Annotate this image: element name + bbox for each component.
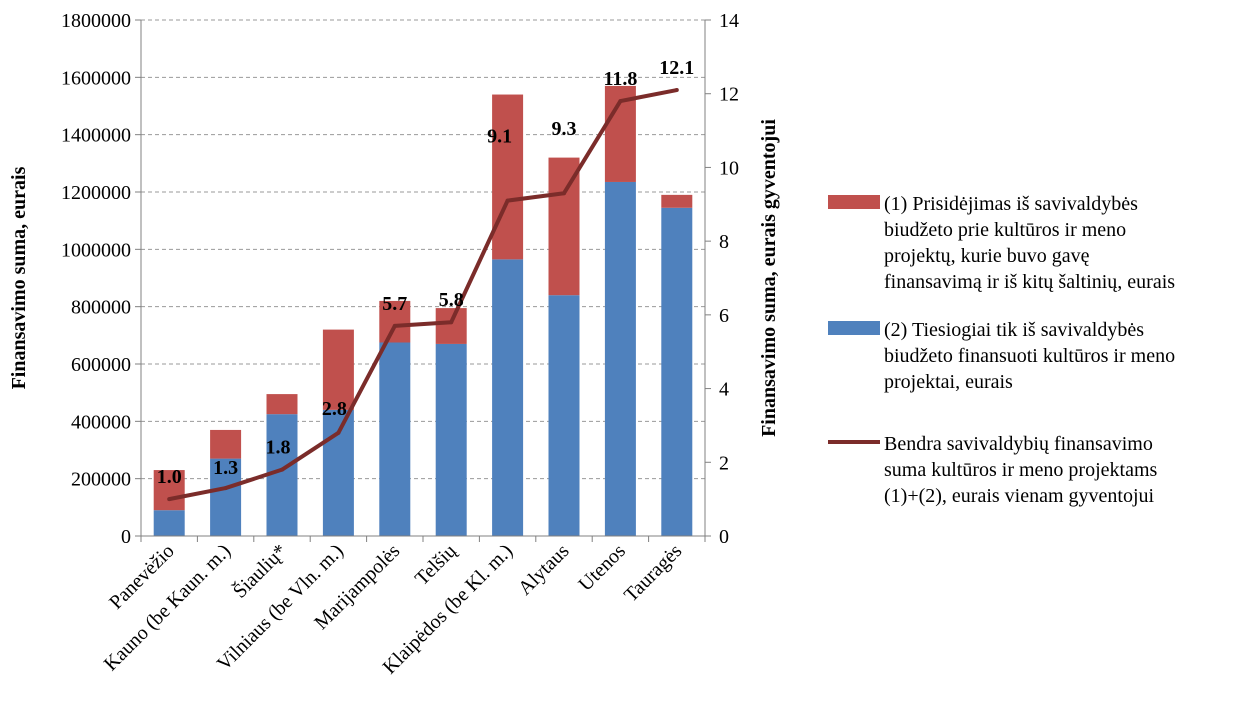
data-labels: 1.0 1.3 1.8 2.8 5.7 5.8 9.1 9.3 11.8 12.1 [157,57,695,488]
y-axis-title: Finansavimo suma, eurais [8,166,30,389]
bar-co-funding [548,157,580,296]
legend-swatch [828,321,880,335]
bar-direct-funding [661,207,693,536]
legend-label: projektai, eurais [884,371,1013,393]
per-capita-point [562,191,566,196]
data-label: 5.8 [439,289,464,311]
axes [135,19,711,542]
data-label: 1.0 [157,466,182,488]
per-capita-point [618,99,623,104]
per-capita-point [505,198,510,203]
legend-label: biudžeto prie kultūros ir meno [884,219,1126,241]
per-capita-point [223,486,228,491]
per-capita-point [167,497,172,502]
bar-co-funding [661,194,693,208]
y-tick-label: 600000 [71,354,131,376]
bar-direct-funding [435,343,467,536]
bar-direct-funding [604,181,636,536]
y-tick-label: 400000 [71,411,131,433]
x-tick-label: Tauragės [620,540,687,607]
bar-direct-funding [153,510,185,536]
legend-label: Bendra savivaldybių finansavimo [884,433,1153,455]
legend-label: (2) Tiesiogiai tik iš savivaldybės [884,319,1144,341]
y-tick-label: 1400000 [61,125,131,147]
y2-tick-label: 2 [719,452,729,474]
y-tick-label: 1000000 [61,239,131,261]
data-label: 9.3 [552,118,577,140]
bar-co-funding [266,394,298,415]
legend-swatch [828,195,880,209]
x-tick-label: Telšių [411,539,462,590]
data-label: 5.7 [382,293,407,315]
y2-tick-label: 8 [719,231,729,253]
x-tick-label: Utenos [574,540,630,596]
y2-axis-title: Finansavimo suma, eurais gyventojui [758,119,780,437]
data-label: 1.3 [213,457,238,479]
bar-co-funding [210,429,242,459]
line-series [167,88,679,502]
bar-co-funding [492,94,524,260]
data-label: 12.1 [659,57,694,79]
per-capita-line [168,88,678,502]
y-tick-label: 1600000 [61,67,131,89]
per-capita-point [674,88,679,93]
y2-tick-label: 4 [719,379,729,401]
y2-tick-label: 14 [719,10,739,32]
y2-tick-label: 6 [719,305,729,327]
per-capita-point [336,430,341,435]
y-tick-label: 800000 [71,297,131,319]
data-label: 2.8 [322,398,347,420]
legend-label: projektų, kurie buvo gavę [884,245,1090,267]
bar-co-funding [435,308,467,344]
bar-co-funding [379,300,411,343]
legend-label: suma kultūros ir meno projektams [884,459,1158,481]
bar-co-funding [322,329,354,410]
y-tick-label: 0 [121,526,131,548]
per-capita-point [392,323,397,328]
bars [153,85,693,536]
y2-tick-label: 0 [719,526,729,548]
bar-direct-funding [492,259,524,536]
y2-tick-label: 12 [719,84,739,106]
y-tick-label: 1200000 [61,182,131,204]
bar-direct-funding [210,458,242,536]
legend-label: (1) Prisidėjimas iš savivaldybės [884,193,1138,215]
legend: (1) Prisidėjimas iš savivaldybės biudžeto… [828,193,1175,507]
y-tick-label: 200000 [71,469,131,491]
y-tick-label: 1800000 [61,10,131,32]
per-capita-point [280,467,284,472]
data-label: 9.1 [487,126,512,148]
per-capita-point [449,320,454,325]
data-label: 11.8 [603,68,637,90]
legend-label: finansavimą ir iš kitų šaltinių, eurais [884,271,1175,293]
bar-co-funding [153,470,185,511]
data-label: 1.8 [266,437,291,459]
grid-lines [141,19,705,480]
legend-label: biudžeto finansuoti kultūros ir meno [884,345,1175,367]
bar-direct-funding [548,295,580,536]
x-tick-label: Alytaus [514,540,574,600]
y2-tick-label: 10 [719,157,739,179]
bar-direct-funding [379,342,411,536]
legend-label: (1)+(2), eurais vienam gyventojui [884,485,1155,507]
